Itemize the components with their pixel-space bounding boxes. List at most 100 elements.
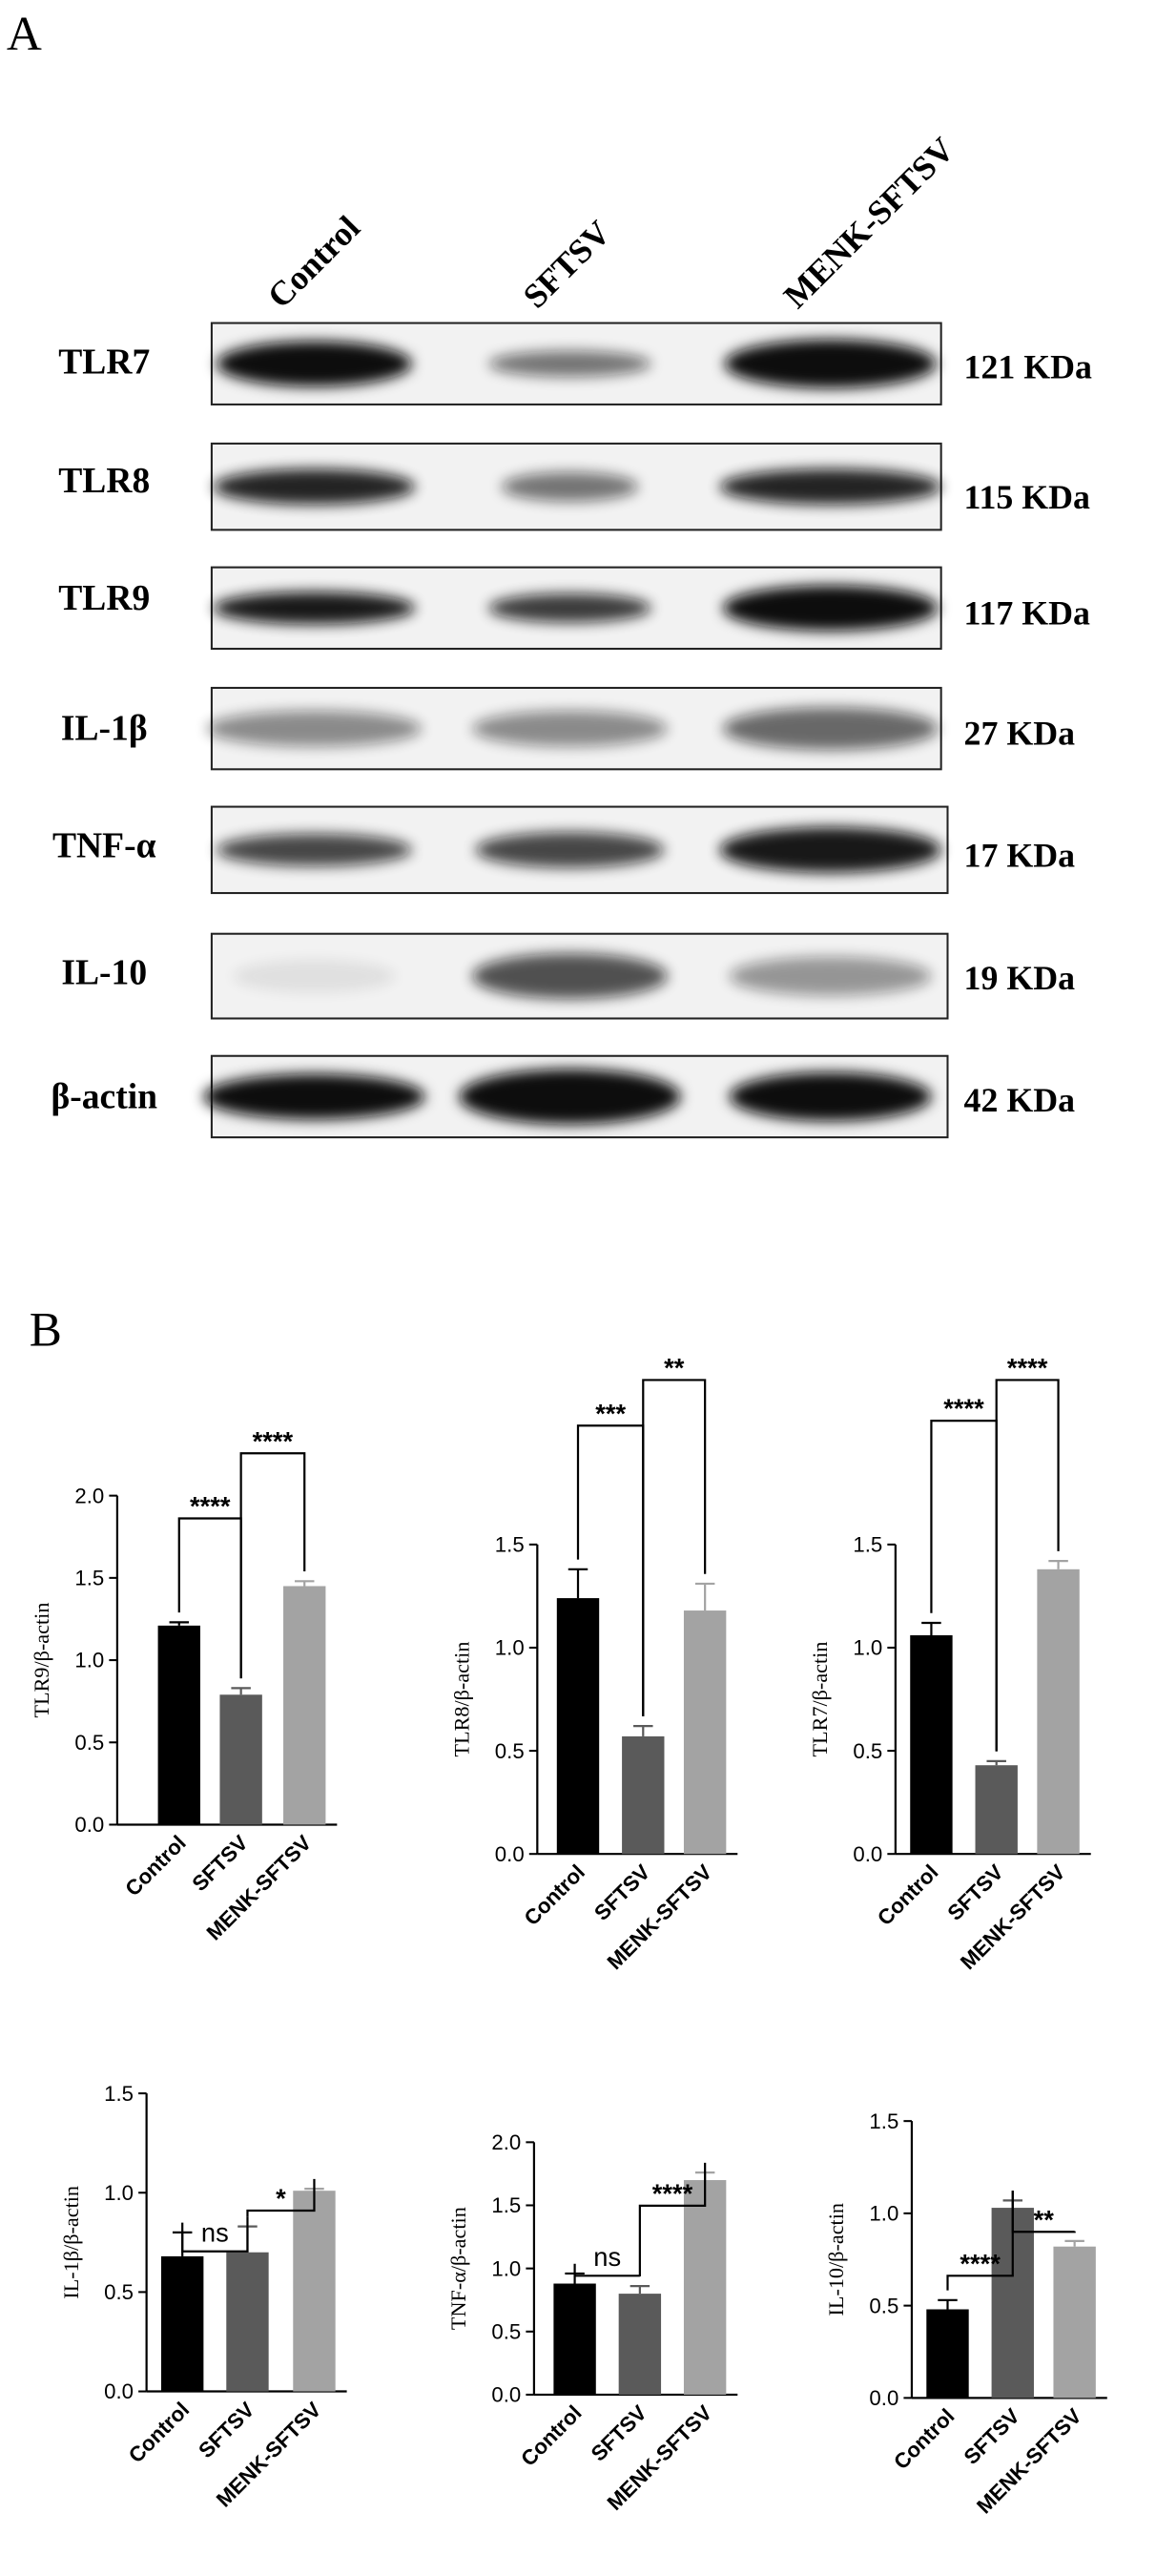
y-tick-label: 1.5 <box>74 1567 104 1590</box>
x-tick-label: SFTSV <box>587 2400 651 2465</box>
bar <box>910 1634 953 1855</box>
protein-label: IL-10 <box>61 954 147 993</box>
significance-label: **** <box>253 1426 294 1456</box>
y-tick-label: 2.0 <box>491 2130 521 2154</box>
blot-band <box>475 832 665 868</box>
bar <box>283 1586 326 1825</box>
bar <box>293 2191 336 2392</box>
bar <box>157 1625 200 1825</box>
significance-label: *** <box>595 1399 626 1428</box>
y-axis-label: TNF-α/β-actin <box>446 2207 470 2330</box>
x-tick-label: SFTSV <box>194 2398 258 2462</box>
blot-band <box>488 592 651 623</box>
significance-bracket <box>246 2178 316 2217</box>
y-tick-label: 0.5 <box>853 1739 882 1763</box>
blot-band <box>722 585 939 632</box>
panel-label: B <box>30 1303 62 1358</box>
protein-label: TLR7 <box>58 343 150 382</box>
y-axis-label: IL-10/β-actin <box>824 2203 848 2316</box>
x-tick-label: Control <box>873 1860 942 1930</box>
bar <box>926 2309 969 2399</box>
lane-label: Control <box>260 208 367 315</box>
significance-bracket <box>638 2162 707 2276</box>
x-tick-label: Control <box>889 2404 959 2474</box>
blot-band <box>459 1069 681 1125</box>
y-tick-label: 0.5 <box>495 1739 525 1763</box>
molecular-weight: 42 KDa <box>964 1081 1076 1119</box>
blot-band <box>206 710 423 747</box>
blot-band <box>719 826 941 873</box>
y-tick-label: 1.5 <box>104 2082 134 2106</box>
protein-label: IL-1β <box>61 710 148 749</box>
significance-bracket <box>181 2216 249 2253</box>
blot-band <box>217 341 412 387</box>
y-tick-label: 1.5 <box>869 2109 898 2133</box>
y-tick-label: 1.5 <box>853 1533 882 1557</box>
bar <box>226 2252 269 2392</box>
protein-label: β-actin <box>51 1077 157 1116</box>
y-tick-label: 1.0 <box>495 1636 525 1660</box>
blot-band <box>213 468 416 505</box>
y-tick-label: 0.5 <box>869 2294 898 2317</box>
molecular-weight: 17 KDa <box>964 837 1076 875</box>
y-tick-label: 0.0 <box>495 1842 525 1866</box>
bar <box>219 1694 262 1825</box>
molecular-weight: 115 KDa <box>964 478 1090 516</box>
bar <box>683 2180 727 2395</box>
y-axis-label: IL-1β/β-actin <box>59 2186 83 2299</box>
blot-band <box>203 1073 425 1120</box>
significance-label: **** <box>652 2179 693 2209</box>
x-tick-label: Control <box>120 1831 190 1901</box>
blot-band <box>217 833 412 866</box>
significance-bracket <box>642 1379 707 1716</box>
y-axis-label: TLR8/β-actin <box>450 1642 474 1757</box>
x-tick-label: Control <box>516 2400 586 2470</box>
blot-band <box>233 960 396 993</box>
x-tick-label: Control <box>124 2398 194 2467</box>
y-tick-label: 1.5 <box>495 1533 525 1557</box>
blot-band <box>729 956 932 996</box>
lane-label: SFTSV <box>516 213 618 315</box>
protein-label: TLR8 <box>58 462 150 501</box>
y-tick-label: 1.5 <box>491 2193 521 2217</box>
y-tick-label: 1.0 <box>104 2181 134 2205</box>
y-tick-label: 0.0 <box>491 2383 521 2407</box>
protein-label: TLR9 <box>58 579 150 618</box>
molecular-weight: 27 KDa <box>964 715 1076 753</box>
panel-label: A <box>7 7 42 61</box>
significance-label: ** <box>664 1353 685 1382</box>
y-tick-label: 1.0 <box>853 1636 882 1660</box>
blot-band <box>501 471 639 502</box>
bar <box>1037 1568 1080 1855</box>
blot-band <box>724 339 937 388</box>
bar <box>553 2283 596 2395</box>
blot-band <box>729 1071 932 1122</box>
significance-bracket <box>995 1379 1060 1752</box>
significance-label: **** <box>190 1491 231 1521</box>
x-tick-label: Control <box>520 1860 589 1930</box>
bar <box>975 1765 1018 1855</box>
protein-label: TNF-α <box>52 826 156 865</box>
blot-band <box>488 350 651 377</box>
significance-bracket <box>239 1452 306 1679</box>
blot-band <box>719 468 941 505</box>
significance-label: **** <box>960 2249 1001 2278</box>
significance-label: * <box>276 2184 286 2213</box>
significance-label: ** <box>1034 2205 1055 2234</box>
bar <box>618 2294 662 2395</box>
molecular-weight: 121 KDa <box>964 348 1092 386</box>
significance-bracket <box>1011 2191 1076 2233</box>
significance-label: **** <box>943 1394 984 1423</box>
significance-label: **** <box>1007 1353 1048 1382</box>
y-tick-label: 0.0 <box>104 2379 134 2403</box>
significance-label: ns <box>593 2242 621 2272</box>
y-tick-label: 0.5 <box>491 2319 521 2343</box>
y-tick-label: 1.0 <box>74 1649 104 1672</box>
y-tick-label: 0.0 <box>869 2386 898 2410</box>
bar <box>1053 2246 1096 2399</box>
y-tick-label: 1.0 <box>491 2256 521 2280</box>
blot-band <box>472 953 668 999</box>
significance-bracket <box>946 2191 1014 2291</box>
